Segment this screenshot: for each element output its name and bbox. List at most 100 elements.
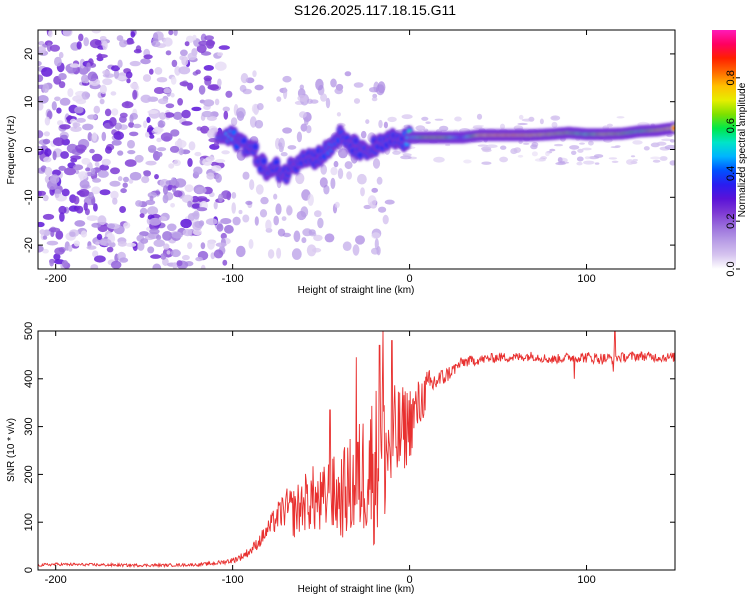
noise-blob [549, 148, 556, 152]
noise-blob [207, 129, 215, 139]
noise-blob [330, 78, 337, 88]
noise-blob [319, 177, 328, 188]
noise-blob [156, 77, 168, 83]
noise-blob [99, 164, 109, 171]
noise-blob [300, 123, 308, 132]
noise-blob [165, 180, 176, 185]
noise-blob [421, 116, 429, 121]
noise-blob [133, 49, 142, 54]
noise-blob [242, 88, 252, 95]
noise-blob [48, 30, 53, 38]
spectrogram-signal-track [214, 122, 675, 185]
noise-blob [54, 247, 65, 255]
noise-blob [143, 120, 147, 129]
noise-blob [534, 158, 547, 162]
noise-blob [70, 155, 82, 160]
noise-blob [384, 199, 395, 205]
noise-blob [73, 240, 80, 247]
snr-y-axis: 0 100 200 300 400 500 [23, 322, 675, 573]
noise-blob [334, 201, 340, 208]
noise-blob [93, 105, 101, 114]
noise-blob [187, 158, 193, 167]
noise-blob [38, 221, 45, 228]
noise-blob [433, 156, 445, 163]
noise-blob [387, 116, 397, 123]
noise-blob [73, 195, 80, 205]
noise-blob [423, 128, 429, 132]
noise-blob [152, 127, 164, 133]
noise-blob [182, 229, 193, 237]
noise-blob [245, 200, 253, 205]
noise-blob [203, 65, 214, 71]
noise-blob [195, 186, 207, 194]
noise-blob [344, 161, 353, 170]
noise-blob [400, 155, 412, 160]
noise-blob [626, 159, 635, 165]
noise-blob [576, 156, 584, 162]
noise-blob [91, 222, 102, 228]
noise-blob [254, 84, 264, 91]
noise-blob [42, 194, 49, 202]
noise-blob [78, 33, 84, 42]
noise-blob [89, 39, 102, 49]
noise-blob [425, 121, 431, 124]
noise-blob [198, 220, 205, 227]
noise-blob [82, 123, 94, 131]
noise-blob [59, 124, 71, 130]
spectrogram-y-axis: -20 -10 0 10 20 [23, 48, 675, 253]
signal-peak [358, 153, 362, 157]
noise-blob [352, 244, 360, 256]
noise-blob [149, 217, 161, 226]
noise-blob [137, 241, 145, 251]
noise-blob [222, 106, 230, 112]
noise-blob [72, 122, 81, 127]
noise-blob [81, 91, 90, 100]
noise-blob [126, 78, 131, 84]
noise-blob [170, 249, 181, 258]
noise-blob [143, 170, 151, 175]
noise-blob [342, 241, 352, 251]
noise-blob [186, 35, 194, 43]
noise-blob [172, 262, 178, 269]
noise-blob [259, 209, 268, 218]
x-tick-label: -200 [45, 273, 67, 285]
noise-blob [127, 139, 135, 149]
noise-blob [90, 168, 96, 175]
noise-blob [539, 118, 544, 125]
noise-blob [171, 59, 178, 68]
noise-blob [216, 223, 224, 232]
signal-peak [353, 139, 358, 143]
y-tick-label: 500 [23, 322, 35, 340]
noise-blob [149, 68, 154, 75]
noise-blob [376, 176, 383, 185]
noise-blob [56, 107, 62, 114]
noise-blob [79, 58, 86, 69]
noise-blob [551, 116, 558, 120]
noise-blob [260, 196, 269, 205]
noise-blob [293, 230, 301, 243]
noise-blob [280, 152, 288, 157]
noise-blob [110, 190, 119, 200]
noise-blob [67, 88, 74, 98]
noise-blob [140, 94, 152, 104]
noise-blob [117, 59, 123, 68]
noise-blob [273, 215, 280, 226]
signal-peak [232, 130, 237, 135]
noise-blob [198, 85, 206, 95]
noise-blob [218, 45, 230, 50]
chart-title: S126.2025.117.18.15.G11 [294, 2, 456, 18]
noise-blob [44, 175, 51, 183]
noise-blob [522, 142, 530, 145]
noise-blob [371, 232, 381, 239]
noise-blob [276, 96, 282, 102]
noise-blob [196, 44, 207, 53]
noise-blob [129, 131, 139, 137]
noise-blob [149, 195, 154, 202]
noise-blob [231, 202, 236, 214]
noise-blob [153, 239, 165, 247]
noise-blob [172, 159, 181, 167]
noise-blob [87, 114, 98, 120]
noise-blob [305, 125, 312, 134]
noise-blob [371, 247, 380, 255]
